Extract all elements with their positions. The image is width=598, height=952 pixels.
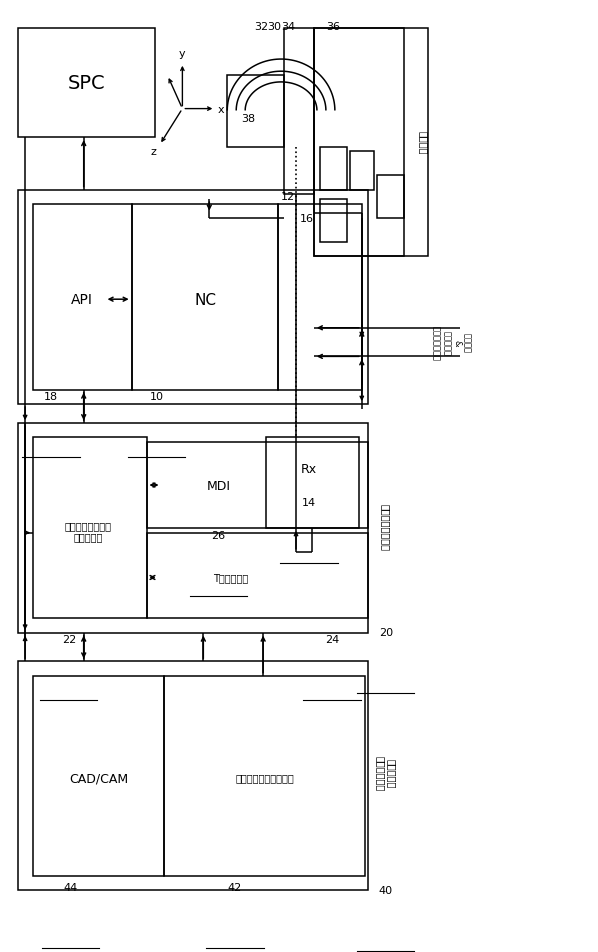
Bar: [18, 424, 368, 633]
Text: 42: 42: [228, 883, 242, 892]
Text: 機能プロセッサー: 機能プロセッサー: [381, 503, 390, 550]
Text: 30: 30: [267, 22, 281, 31]
Text: 26: 26: [211, 530, 225, 540]
Text: MDI: MDI: [206, 479, 230, 492]
Bar: [147, 533, 368, 619]
Bar: [18, 662, 368, 890]
Text: 24: 24: [325, 635, 339, 645]
Text: 44: 44: [63, 883, 78, 892]
Bar: [18, 190, 368, 405]
Text: 10: 10: [150, 392, 164, 402]
Text: 22: 22: [62, 635, 76, 645]
Text: 12: 12: [281, 192, 295, 202]
Bar: [132, 205, 278, 390]
Bar: [33, 205, 132, 390]
Text: NC: NC: [194, 292, 216, 307]
Text: 14: 14: [302, 498, 316, 507]
Text: インタープリター
モジュール: インタープリター モジュール: [65, 521, 112, 542]
Text: 38: 38: [241, 114, 255, 124]
Bar: [284, 29, 314, 195]
Bar: [164, 676, 365, 876]
Text: 16: 16: [300, 214, 314, 224]
Bar: [278, 205, 362, 390]
Text: 40: 40: [379, 885, 393, 895]
Bar: [377, 176, 404, 219]
Text: 工作機械: 工作機械: [419, 131, 428, 154]
Text: API: API: [71, 293, 93, 307]
Bar: [320, 148, 347, 190]
Bar: [227, 76, 284, 148]
Bar: [314, 29, 428, 257]
Text: 34: 34: [281, 22, 295, 31]
Bar: [33, 438, 147, 619]
Text: SPC: SPC: [68, 74, 105, 93]
Text: 32: 32: [254, 22, 269, 31]
Bar: [314, 29, 404, 257]
Bar: [320, 200, 347, 243]
Text: セパレート
プロセッサー: セパレート プロセッサー: [375, 756, 396, 790]
Text: 18: 18: [44, 392, 58, 402]
Text: x: x: [218, 105, 225, 114]
Text: z: z: [151, 148, 157, 157]
Bar: [33, 676, 164, 876]
Text: Tプログラム: Tプログラム: [213, 573, 248, 583]
Bar: [147, 443, 368, 528]
Text: CAD/CAM: CAD/CAM: [69, 771, 128, 784]
Bar: [18, 29, 155, 138]
Text: y: y: [179, 50, 186, 59]
Bar: [266, 438, 359, 528]
Text: 20: 20: [379, 627, 393, 637]
Bar: [350, 152, 374, 190]
Text: 36: 36: [327, 22, 341, 31]
Text: オフラインエディター: オフラインエディター: [236, 773, 294, 783]
Text: サーボス
&
ポジション
フィードバック: サーボス & ポジション フィードバック: [431, 326, 472, 360]
Text: Rx: Rx: [301, 463, 317, 476]
